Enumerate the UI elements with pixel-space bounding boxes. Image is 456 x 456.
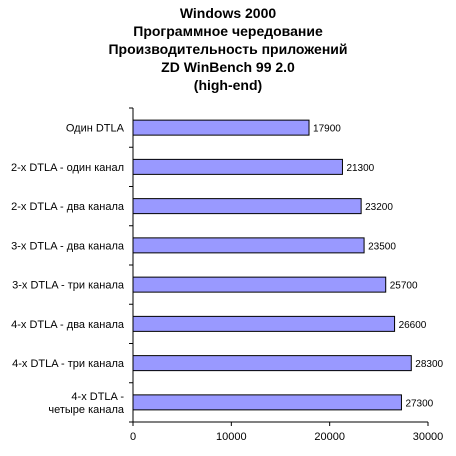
bar-3: [132, 237, 365, 254]
category-label-0: Один DTLA: [66, 123, 125, 135]
category-label-4: 3-х DTLA - три канала: [12, 280, 125, 292]
bar-6: [132, 355, 412, 372]
bar-4: [132, 276, 387, 293]
title-line-2: Программное чередование: [133, 23, 323, 39]
value-label-1: 21300: [346, 163, 374, 174]
category-label-3: 3-х DTLA - два канала: [11, 240, 125, 252]
x-tick-label-3: 30000: [413, 431, 444, 443]
category-label-7-1: четыре канала: [48, 404, 125, 416]
bar-5: [132, 315, 396, 332]
value-label-5: 26600: [399, 320, 427, 331]
category-label-7-0: 4-х DTLA -: [71, 391, 124, 403]
title-line-1: Windows 2000: [179, 5, 277, 21]
title-line-4: ZD WinBench 99 2.0: [161, 59, 295, 75]
category-label-1: 2-х DTLA - один канал: [11, 162, 124, 174]
value-label-3: 23500: [368, 241, 396, 252]
category-label-5: 4-х DTLA - два канала: [11, 319, 125, 331]
bar-1: [132, 158, 343, 175]
x-tick-label-0: 0: [130, 431, 136, 443]
bar-2: [132, 198, 362, 215]
value-label-0: 17900: [313, 124, 341, 135]
x-tick-label-1: 10000: [216, 431, 247, 443]
bar-0: [132, 119, 310, 136]
value-label-4: 25700: [390, 281, 418, 292]
value-label-7: 27300: [405, 398, 433, 409]
x-tick-label-2: 20000: [314, 431, 345, 443]
value-label-2: 23200: [365, 202, 393, 213]
title-line-5: (high-end): [193, 77, 263, 93]
category-label-6: 4-х DTLA - три канала: [12, 358, 125, 370]
value-label-6: 28300: [415, 359, 443, 370]
category-label-2: 2-х DTLA - два канала: [11, 201, 125, 213]
title-line-3: Производительность приложений: [108, 41, 348, 57]
chart-title: Windows 2000 Программное чередование Про…: [0, 4, 456, 94]
bar-7: [132, 394, 402, 411]
